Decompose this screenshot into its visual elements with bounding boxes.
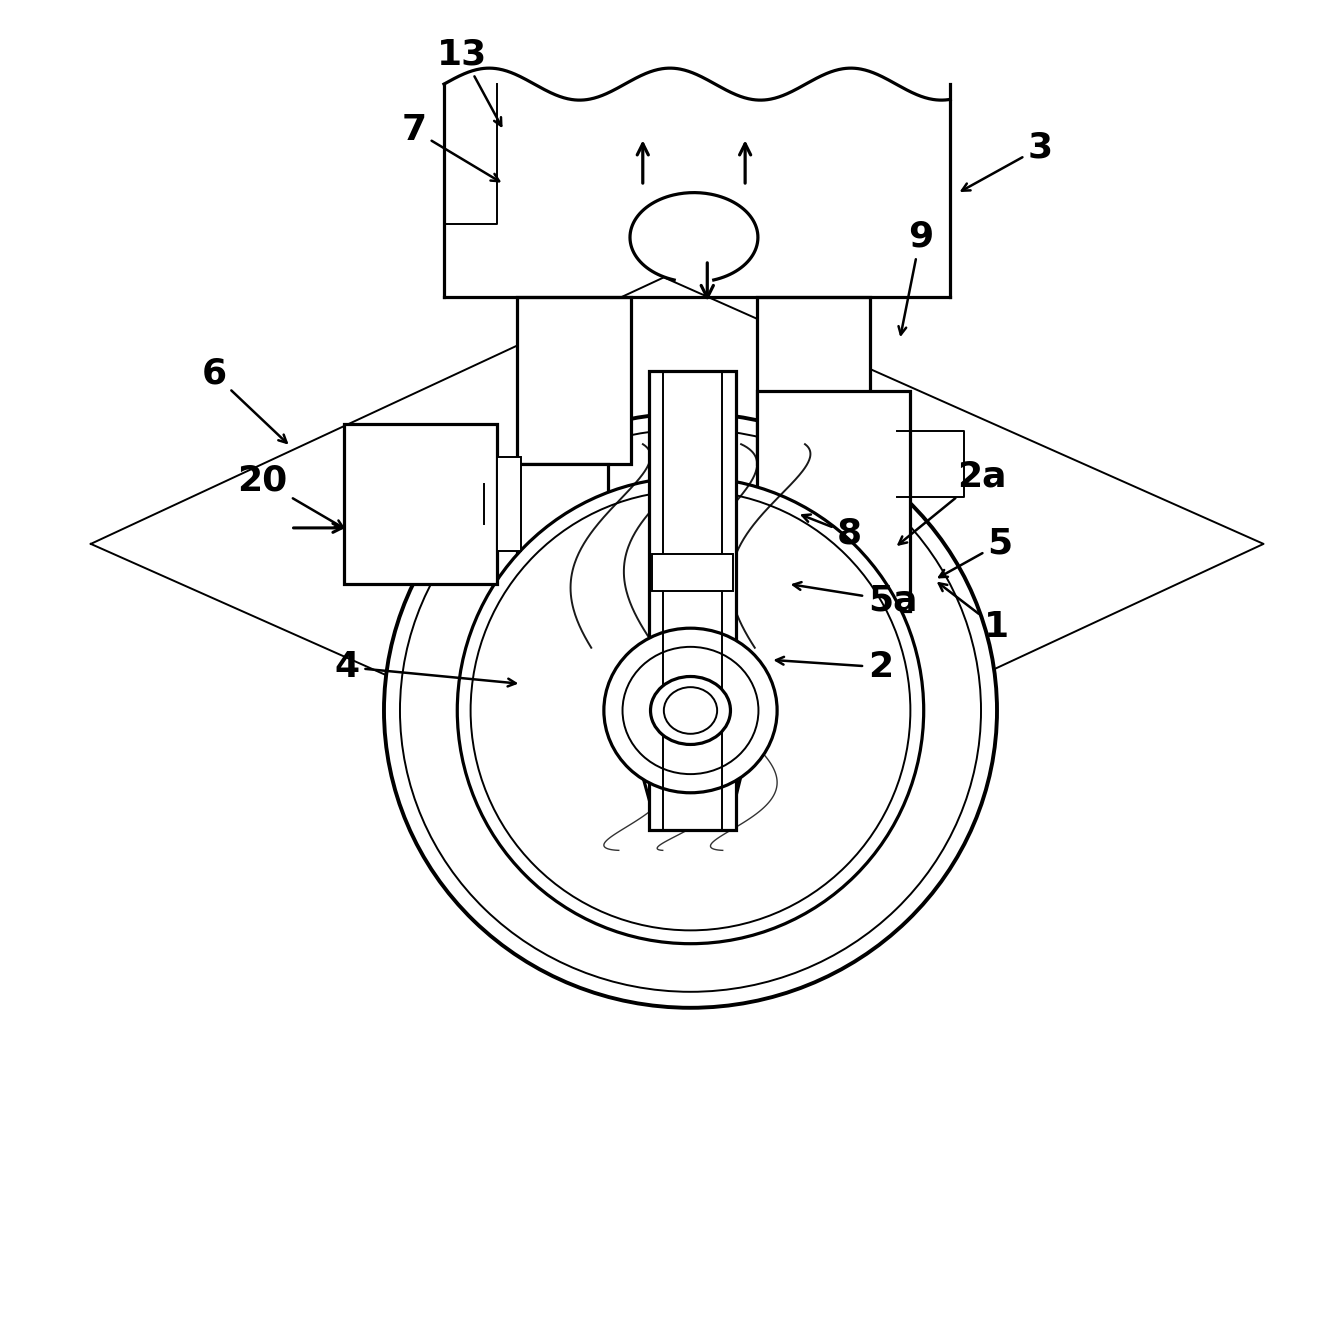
Text: 6: 6	[201, 357, 287, 443]
Ellipse shape	[650, 676, 731, 744]
Ellipse shape	[384, 413, 996, 1008]
Text: 5: 5	[939, 526, 1012, 577]
Text: 5a: 5a	[794, 582, 917, 617]
Ellipse shape	[603, 628, 778, 793]
Ellipse shape	[664, 687, 717, 734]
Ellipse shape	[471, 491, 911, 931]
Ellipse shape	[622, 646, 759, 774]
Bar	[345, 424, 498, 583]
Text: 2: 2	[776, 650, 893, 684]
Bar	[652, 554, 734, 591]
Ellipse shape	[400, 429, 982, 992]
Text: 7: 7	[401, 113, 499, 181]
Bar	[518, 464, 607, 817]
Text: 2a: 2a	[898, 460, 1007, 544]
Text: 13: 13	[437, 38, 502, 126]
Bar	[649, 370, 736, 830]
Ellipse shape	[457, 477, 924, 944]
Text: 9: 9	[898, 220, 933, 334]
Bar	[518, 298, 630, 464]
Text: 20: 20	[237, 464, 343, 528]
Text: 4: 4	[335, 650, 516, 687]
Text: 1: 1	[939, 583, 1008, 644]
Bar	[758, 298, 870, 464]
Bar	[758, 390, 911, 610]
Text: 8: 8	[802, 515, 862, 551]
Text: 3: 3	[961, 130, 1053, 190]
Bar	[498, 457, 522, 551]
